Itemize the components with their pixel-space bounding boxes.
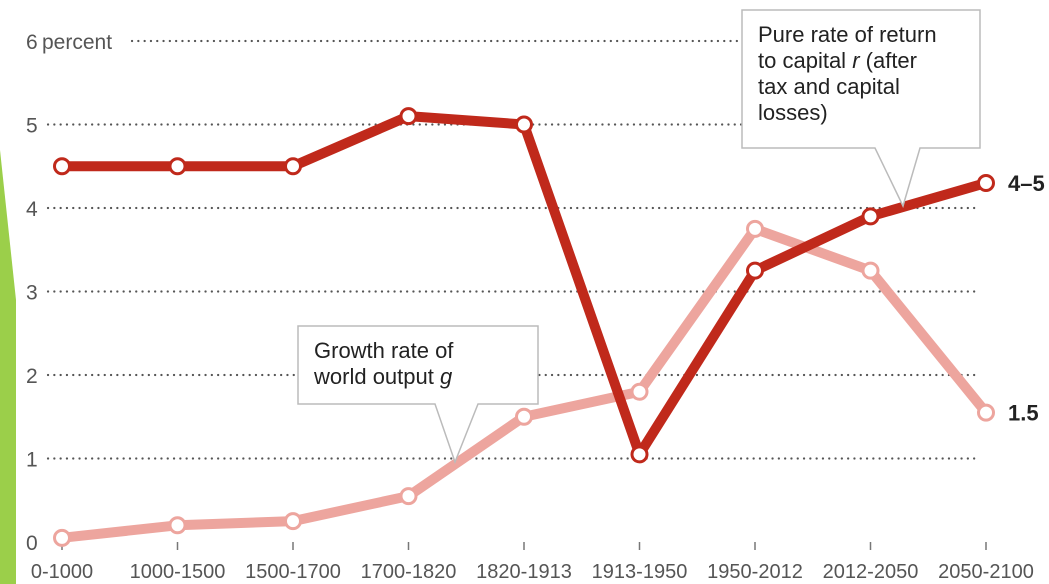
- x-tick-labels: 0-1000 1000-1500 1500-1700 1700-1820 1820-19…: [31, 542, 1034, 583]
- data-point: [515, 115, 533, 134]
- data-point: [977, 403, 995, 422]
- y-tick-label-4: 4: [26, 198, 38, 221]
- data-point: [977, 173, 995, 192]
- callout-text-line: losses): [758, 100, 828, 125]
- callout-text-line: to capital r (after: [758, 48, 917, 73]
- y-tick-label-3: 3: [26, 282, 38, 305]
- x-tick-label: 0-1000: [31, 561, 93, 583]
- callout-box: [297, 325, 539, 465]
- y-tick-label-1: 1: [26, 449, 38, 472]
- data-point: [861, 207, 880, 226]
- accent-bar: [0, 150, 16, 584]
- data-point: [53, 157, 71, 176]
- end-label-g: 1.5: [1008, 401, 1039, 426]
- series-g: [53, 219, 995, 547]
- end-labels: 4–5 1.5: [1008, 171, 1045, 426]
- y-tick-labels: 0 1 2 3 4 5 6 percent: [26, 31, 112, 555]
- data-point: [399, 487, 418, 506]
- data-point: [746, 261, 764, 280]
- x-tick-label: 1913-1950: [592, 561, 688, 583]
- callout-text-line: world output g: [313, 364, 453, 389]
- y-tick-label-2: 2: [26, 365, 38, 388]
- data-point: [399, 107, 418, 126]
- x-tick-label: 1820-1913: [476, 561, 572, 583]
- data-point: [284, 512, 302, 531]
- callout-text-line: tax and capital: [758, 74, 900, 99]
- y-tick-label-5: 5: [26, 115, 38, 138]
- data-point: [746, 219, 764, 238]
- x-tick-label: 1950-2012: [707, 561, 803, 583]
- y-unit-label: percent: [42, 31, 112, 54]
- data-point: [168, 157, 187, 176]
- data-point: [168, 516, 187, 535]
- series: [53, 107, 995, 547]
- callout-text-line: Pure rate of return: [758, 22, 937, 47]
- x-tick-label: 1700-1820: [361, 561, 457, 583]
- x-tick-label: 1000-1500: [130, 561, 226, 583]
- data-point: [861, 261, 880, 280]
- y-tick-label-6: 6: [26, 31, 38, 54]
- y-tick-label-0: 0: [26, 532, 38, 555]
- callout-box: [741, 9, 981, 209]
- data-point: [515, 407, 533, 426]
- x-tick-label: 1500-1700: [245, 561, 341, 583]
- data-point: [53, 528, 71, 547]
- callout-text-line: Growth rate of: [314, 338, 454, 363]
- x-tick-label: 2012-2050: [823, 561, 919, 583]
- data-point: [630, 382, 649, 401]
- x-tick-label: 2050-2100: [938, 561, 1034, 583]
- data-point: [284, 157, 302, 176]
- end-label-r: 4–5: [1008, 171, 1045, 196]
- series-r: [53, 107, 995, 464]
- data-point: [630, 445, 649, 464]
